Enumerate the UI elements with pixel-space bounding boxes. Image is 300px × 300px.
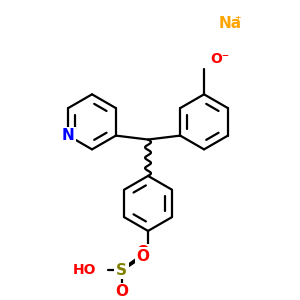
Text: O: O: [136, 245, 150, 260]
Text: Na: Na: [219, 16, 242, 31]
Text: O: O: [115, 284, 128, 299]
Text: N: N: [62, 128, 75, 143]
Text: O: O: [136, 249, 150, 264]
Text: ⁺: ⁺: [235, 14, 241, 27]
Text: O⁻: O⁻: [210, 52, 229, 66]
Text: S: S: [116, 263, 127, 278]
Text: HO: HO: [73, 263, 96, 277]
